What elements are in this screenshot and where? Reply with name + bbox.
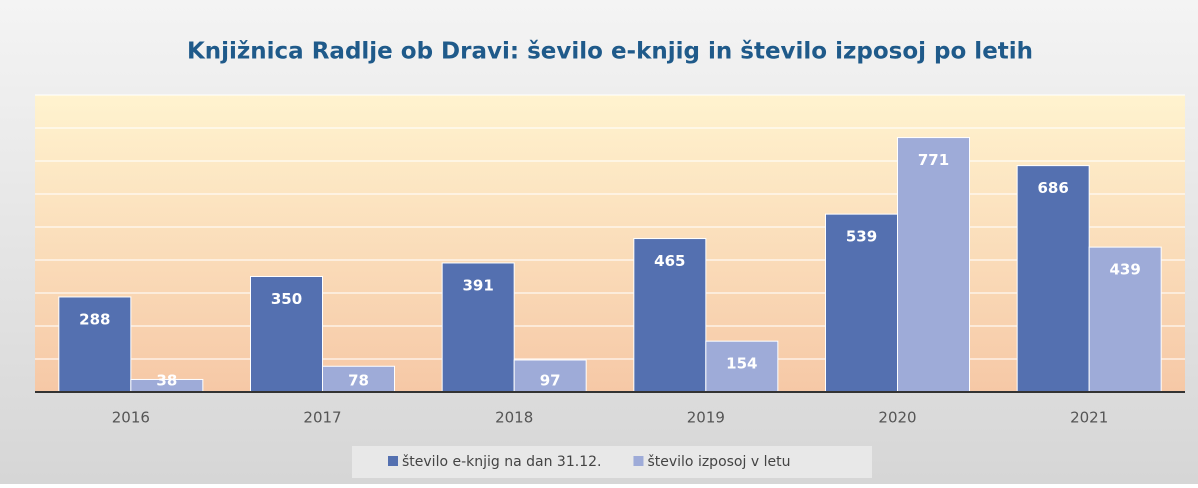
x-tick-label: 2021 [1070, 409, 1108, 427]
data-label: 686 [1038, 179, 1069, 197]
bar [1016, 165, 1090, 393]
data-label: 97 [540, 372, 561, 390]
bar [1088, 246, 1162, 393]
chart-title: Knjižnica Radlje ob Dravi: ševilo e-knji… [187, 39, 1033, 65]
legend-box [352, 446, 872, 478]
bar [897, 137, 970, 393]
data-label: 439 [1110, 261, 1141, 279]
bar [58, 296, 132, 393]
bar [705, 340, 779, 393]
data-label: 771 [918, 151, 949, 169]
legend-swatch [388, 456, 398, 466]
data-label: 465 [654, 252, 685, 270]
legend-swatch [633, 456, 644, 466]
data-label: 154 [726, 355, 757, 373]
x-tick-label: 2018 [495, 409, 533, 427]
bar [633, 238, 707, 393]
bar [441, 262, 515, 393]
x-tick-label: 2019 [687, 409, 725, 427]
data-label: 391 [463, 276, 494, 294]
data-label: 539 [846, 228, 877, 246]
bar [513, 359, 587, 393]
x-tick-label: 2017 [303, 409, 341, 427]
data-label: 350 [271, 290, 302, 308]
legend-label: število izposoj v letu [647, 454, 790, 470]
data-label: 78 [348, 372, 369, 390]
data-label: 38 [156, 372, 177, 390]
x-tick-label: 2020 [878, 409, 916, 427]
legend-label: število e-knjig na dan 31.12. [402, 454, 601, 470]
plot-area [35, 95, 1185, 392]
data-label: 288 [79, 310, 110, 328]
x-tick-label: 2016 [112, 409, 150, 427]
